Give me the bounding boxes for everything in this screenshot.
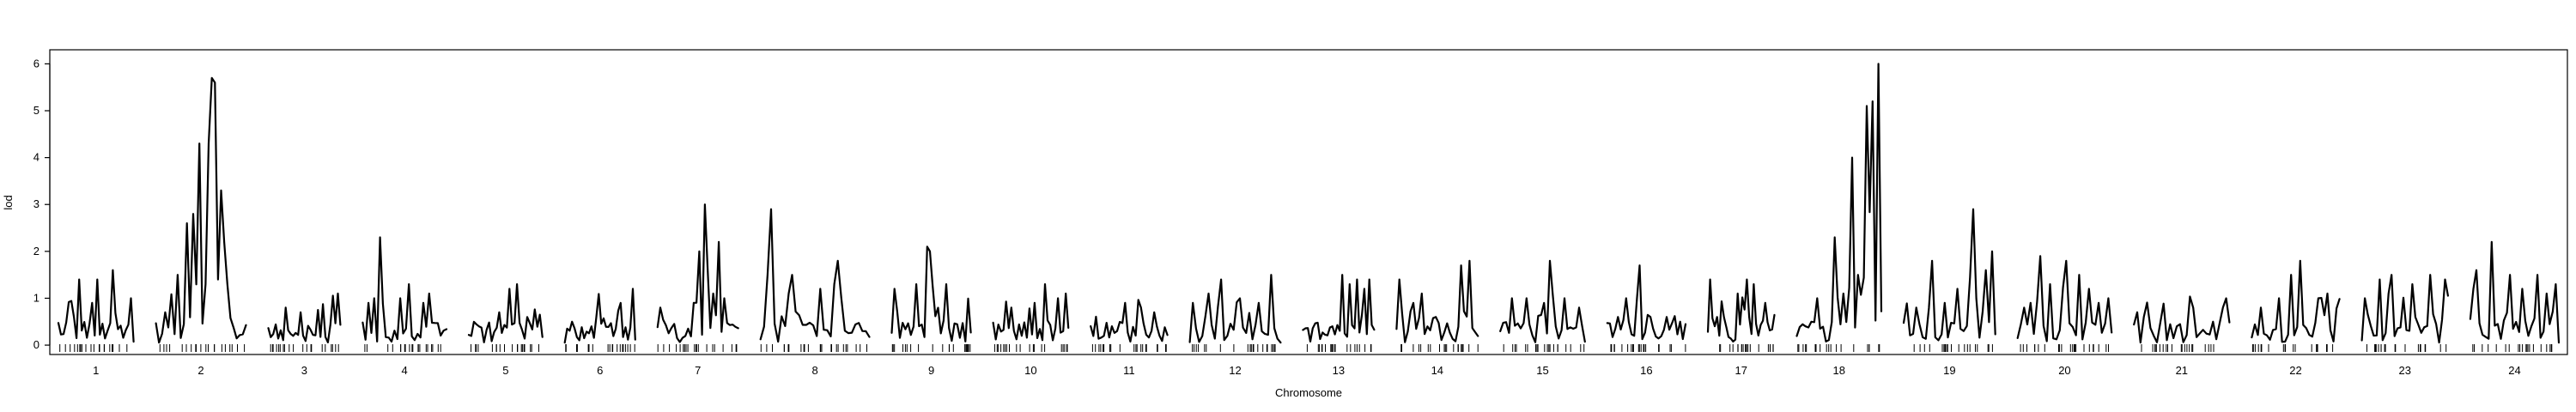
- x-tick-label-chr-23: 23: [2399, 364, 2411, 377]
- x-tick-label-chr-2: 2: [197, 364, 204, 377]
- x-tick-label-chr-6: 6: [597, 364, 603, 377]
- lod-trace-chr-13: [1302, 274, 1376, 342]
- lod-trace-chr-24: [2469, 240, 2561, 344]
- x-tick-label-chr-24: 24: [2508, 364, 2520, 377]
- x-tick-label-chr-9: 9: [928, 364, 934, 377]
- x-tick-label-chr-21: 21: [2176, 364, 2188, 377]
- y-tick-label-4: 4: [33, 151, 39, 164]
- x-tick-label-chr-7: 7: [695, 364, 701, 377]
- lod-trace-chr-14: [1395, 259, 1479, 343]
- x-tick-label-chr-15: 15: [1536, 364, 1548, 377]
- x-tick-label-chr-17: 17: [1735, 364, 1747, 377]
- lod-trace-chr-20: [2016, 255, 2113, 342]
- y-tick-label-0: 0: [33, 338, 39, 351]
- lod-trace-chr-22: [2251, 259, 2341, 343]
- x-tick-label-chr-13: 13: [1333, 364, 1345, 377]
- lod-trace-chr-19: [1902, 208, 1996, 342]
- lod-trace-chr-21: [2133, 295, 2231, 344]
- x-tick-label-chr-5: 5: [502, 364, 508, 377]
- x-tick-label-chr-10: 10: [1024, 364, 1036, 377]
- x-tick-label-chr-3: 3: [301, 364, 307, 377]
- lod-trace-chr-9: [890, 245, 972, 342]
- y-tick-label-1: 1: [33, 291, 39, 304]
- lod-trace-chr-12: [1188, 274, 1282, 344]
- lod-trace-chr-3: [267, 292, 342, 343]
- marker-rug: [59, 344, 2553, 352]
- x-tick-label-chr-19: 19: [1943, 364, 1955, 377]
- lod-traces: [57, 63, 2561, 344]
- lod-trace-chr-18: [1795, 63, 1883, 342]
- lod-trace-chr-23: [2360, 274, 2449, 344]
- x-tick-label-chr-12: 12: [1229, 364, 1241, 377]
- x-tick-label-chr-1: 1: [93, 364, 99, 377]
- lod-trace-chr-5: [467, 283, 544, 343]
- lod-trace-chr-16: [1606, 264, 1687, 341]
- lod-trace-chr-11: [1090, 299, 1169, 343]
- lod-trace-chr-6: [563, 288, 636, 344]
- x-tick-label-chr-18: 18: [1833, 364, 1845, 377]
- lod-trace-chr-17: [1706, 278, 1776, 342]
- x-tick-label-chr-8: 8: [812, 364, 818, 377]
- x-axis-chromosome-labels: 1 2 3 4 5 6 7 8 9 10 11 12 13 14 15 16 17 18 19 20 21 22 23 24: [93, 364, 2521, 377]
- lod-trace-chr-15: [1499, 259, 1586, 343]
- y-axis-title: lod: [2, 195, 15, 209]
- x-axis-title: Chromosome: [1275, 386, 1342, 399]
- lod-trace-chr-2: [155, 76, 247, 344]
- lod-trace-chr-7: [656, 203, 739, 343]
- y-axis: 0 1 2 3 4 5 6: [33, 57, 51, 351]
- lod-trace-chr-10: [992, 283, 1070, 342]
- y-tick-label-2: 2: [33, 245, 39, 258]
- y-tick-label-5: 5: [33, 104, 39, 117]
- x-tick-label-chr-16: 16: [1640, 364, 1652, 377]
- x-tick-label-chr-20: 20: [2058, 364, 2070, 377]
- x-tick-label-chr-4: 4: [402, 364, 408, 377]
- lod-trace-chr-8: [759, 208, 871, 343]
- x-tick-label-chr-22: 22: [2289, 364, 2301, 377]
- x-tick-label-chr-11: 11: [1123, 364, 1135, 377]
- y-tick-label-6: 6: [33, 57, 39, 70]
- lod-trace-chr-4: [361, 236, 448, 343]
- x-tick-label-chr-14: 14: [1431, 364, 1443, 377]
- y-tick-label-3: 3: [33, 197, 39, 210]
- lod-trace-chr-1: [57, 269, 135, 343]
